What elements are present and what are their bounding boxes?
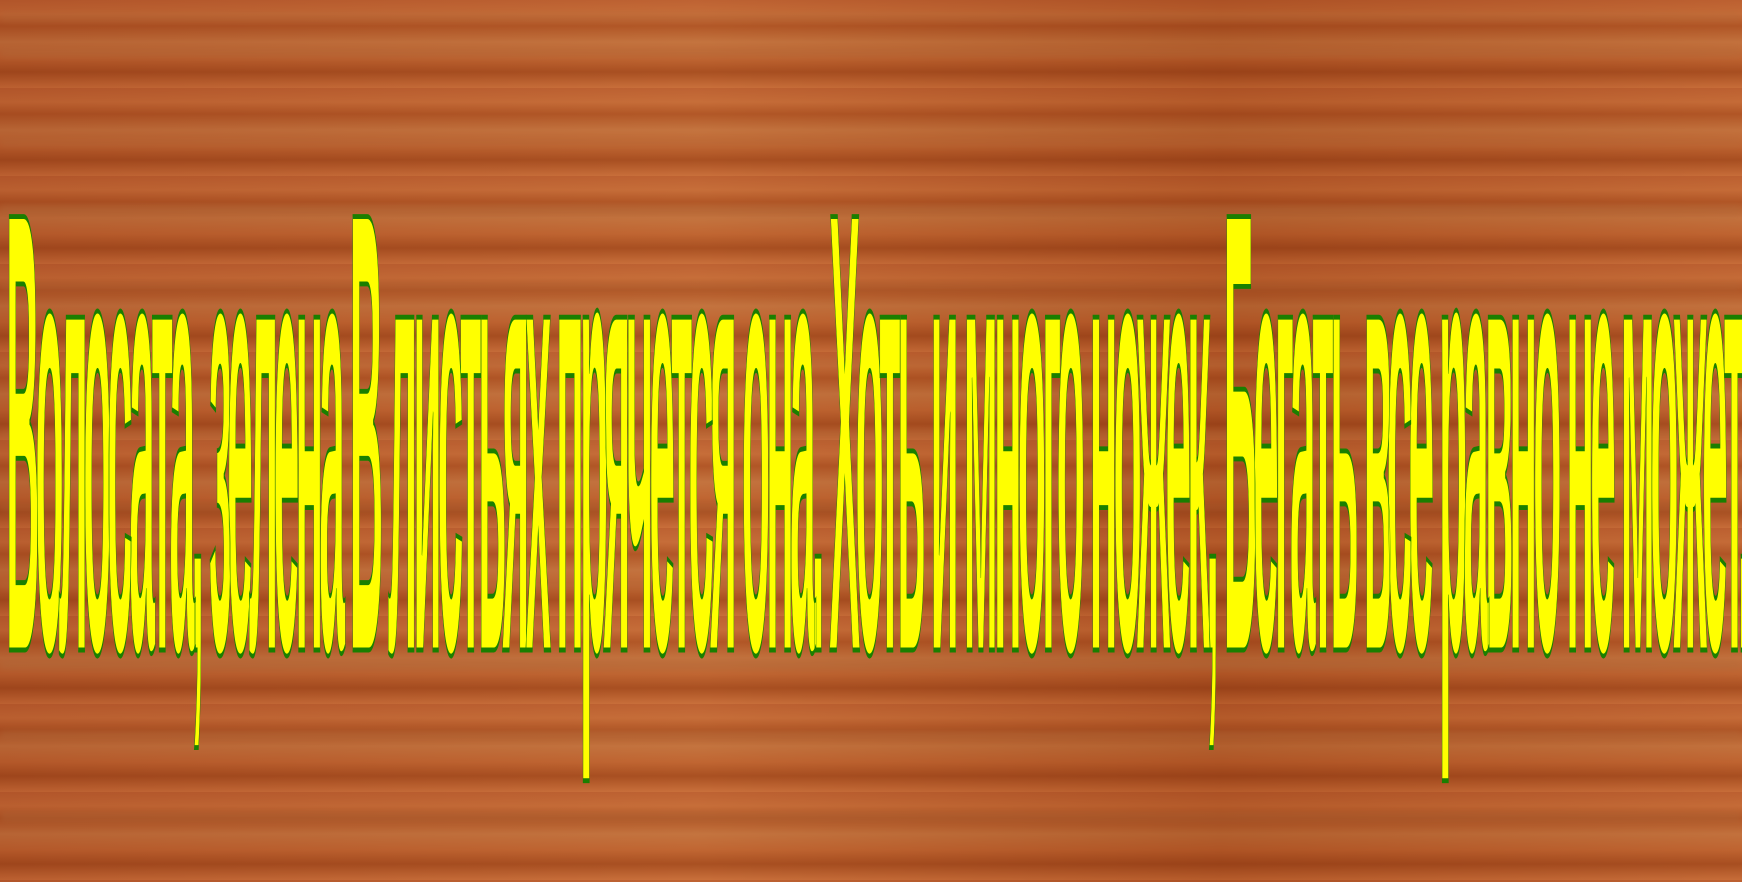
poem-line: Волосата, зелена В листьях прячется она.… xyxy=(6,80,1742,788)
stretched-poem-text: Волосата, зелена В листьях прячется она.… xyxy=(5,80,1742,789)
